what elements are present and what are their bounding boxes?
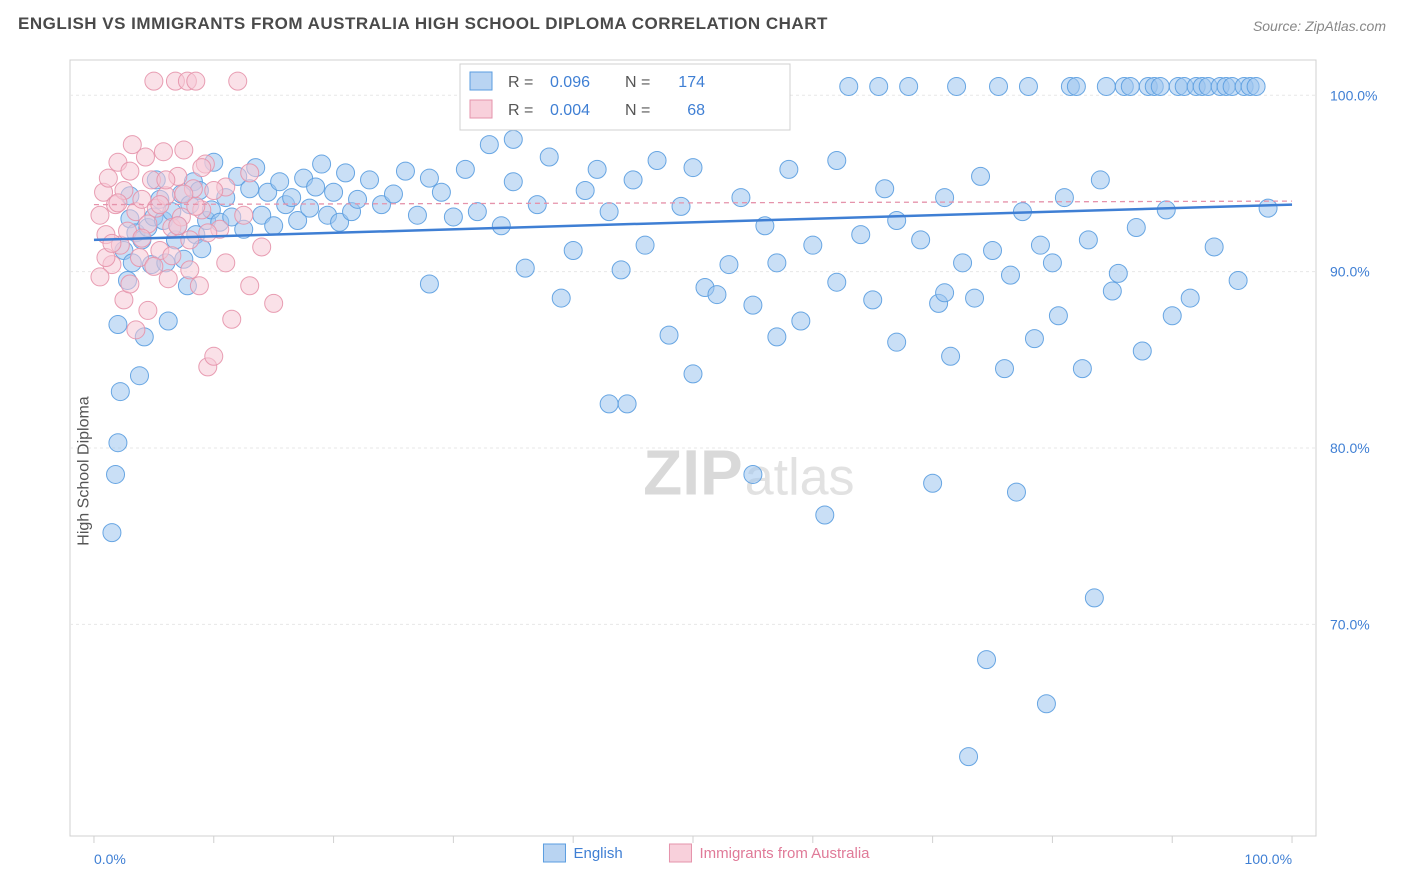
- svg-text:0.0%: 0.0%: [94, 851, 126, 867]
- svg-text:N =: N =: [625, 102, 650, 119]
- svg-text:70.0%: 70.0%: [1330, 616, 1370, 632]
- scatter-chart: ZIPatlas70.0%80.0%90.0%100.0%0.0%100.0%R…: [0, 50, 1406, 892]
- svg-text:174: 174: [678, 74, 705, 91]
- chart-title: ENGLISH VS IMMIGRANTS FROM AUSTRALIA HIG…: [18, 14, 828, 34]
- chart-container: High School Diploma ZIPatlas70.0%80.0%90…: [0, 50, 1406, 892]
- svg-text:N =: N =: [625, 74, 650, 91]
- svg-text:90.0%: 90.0%: [1330, 264, 1370, 280]
- svg-text:R =: R =: [508, 74, 533, 91]
- svg-text:100.0%: 100.0%: [1330, 87, 1377, 103]
- svg-text:0.096: 0.096: [550, 74, 590, 91]
- svg-text:Immigrants from Australia: Immigrants from Australia: [699, 845, 870, 862]
- svg-text:English: English: [573, 845, 622, 862]
- svg-text:100.0%: 100.0%: [1245, 851, 1292, 867]
- svg-text:R =: R =: [508, 102, 533, 119]
- svg-text:68: 68: [687, 102, 705, 119]
- svg-text:0.004: 0.004: [550, 102, 590, 119]
- svg-text:80.0%: 80.0%: [1330, 440, 1370, 456]
- y-axis-label: High School Diploma: [76, 396, 94, 545]
- source-label: Source: ZipAtlas.com: [1253, 18, 1386, 34]
